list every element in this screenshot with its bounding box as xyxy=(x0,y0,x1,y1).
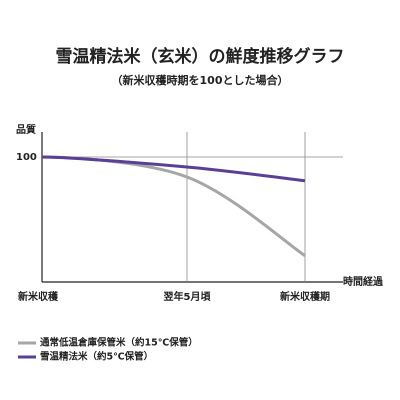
chart-subtitle: （新米収穫時期を100とした場合） xyxy=(112,73,289,87)
y-tick-label: 100 xyxy=(16,152,37,163)
y-axis-label: 品質 xyxy=(16,123,36,136)
x-tick-label: 新米収穫 xyxy=(18,290,59,303)
x-tick-label: 新米収穫期 xyxy=(280,290,330,303)
x-tick-label: 翌年5月頃 xyxy=(164,290,212,303)
x-axis-label: 時間経過 xyxy=(343,275,384,288)
chart-title: 雪温精法米（玄米）の鮮度推移グラフ xyxy=(56,46,345,67)
series-line xyxy=(41,155,306,257)
legend-label: 雪温精法米（約5℃保管） xyxy=(40,351,153,363)
legend-label: 通常低温倉庫保管米（約15℃保管） xyxy=(40,337,198,349)
series-line xyxy=(41,155,306,183)
